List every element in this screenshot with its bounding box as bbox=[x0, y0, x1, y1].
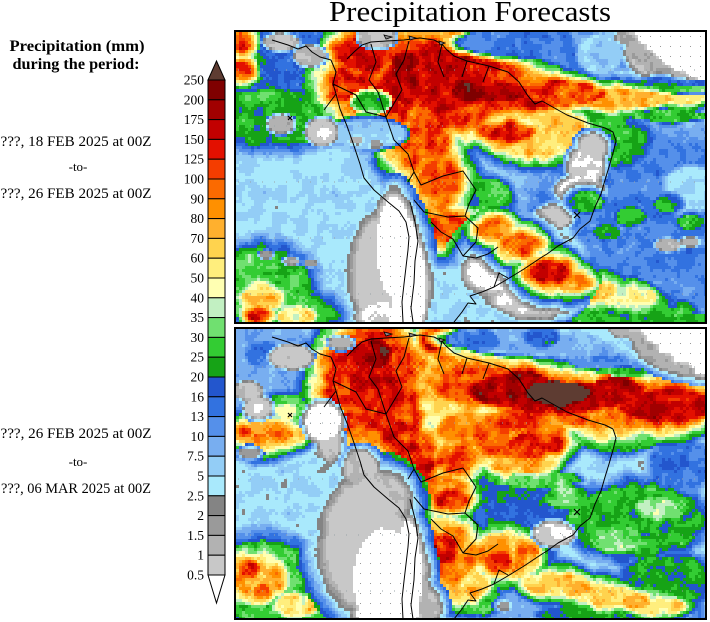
svg-text:-to-: -to- bbox=[69, 454, 88, 469]
svg-text:???, 06 MAR 2025 at 00Z: ???, 06 MAR 2025 at 00Z bbox=[1, 481, 151, 497]
svg-text:100: 100 bbox=[184, 172, 205, 187]
svg-text:150: 150 bbox=[184, 132, 205, 147]
svg-text:175: 175 bbox=[184, 112, 205, 127]
svg-text:2: 2 bbox=[197, 508, 204, 523]
svg-text:70: 70 bbox=[191, 231, 205, 246]
svg-text:40: 40 bbox=[191, 290, 205, 305]
svg-text:Precipitation (mm): Precipitation (mm) bbox=[10, 38, 145, 55]
svg-text:10: 10 bbox=[191, 429, 205, 444]
svg-text:1.5: 1.5 bbox=[187, 528, 204, 543]
svg-text:-to-: -to- bbox=[69, 159, 88, 174]
svg-text:20: 20 bbox=[191, 370, 205, 385]
svg-text:16: 16 bbox=[191, 389, 205, 404]
svg-text:0.5: 0.5 bbox=[187, 568, 204, 583]
svg-text:5: 5 bbox=[197, 469, 204, 484]
svg-text:90: 90 bbox=[191, 191, 205, 206]
svg-text:???, 26 FEB 2025 at 00Z: ???, 26 FEB 2025 at 00Z bbox=[1, 426, 152, 442]
svg-text:35: 35 bbox=[191, 310, 205, 325]
svg-text:25: 25 bbox=[191, 350, 205, 365]
svg-text:125: 125 bbox=[184, 152, 205, 167]
svg-text:50: 50 bbox=[191, 271, 205, 286]
svg-text:80: 80 bbox=[191, 211, 205, 226]
svg-text:???, 18 FEB 2025 at 00Z: ???, 18 FEB 2025 at 00Z bbox=[1, 134, 152, 150]
svg-text:200: 200 bbox=[184, 92, 205, 107]
svg-text:???, 26 FEB 2025 at 00Z: ???, 26 FEB 2025 at 00Z bbox=[1, 186, 152, 202]
svg-text:13: 13 bbox=[191, 409, 205, 424]
svg-text:250: 250 bbox=[184, 73, 205, 88]
svg-text:Precipitation Forecasts: Precipitation Forecasts bbox=[329, 0, 611, 28]
svg-text:30: 30 bbox=[191, 330, 205, 345]
svg-text:during the period:: during the period: bbox=[13, 56, 140, 73]
svg-text:60: 60 bbox=[191, 251, 205, 266]
svg-text:1: 1 bbox=[197, 548, 204, 563]
svg-text:7.5: 7.5 bbox=[187, 449, 204, 464]
svg-text:2.5: 2.5 bbox=[187, 488, 204, 503]
